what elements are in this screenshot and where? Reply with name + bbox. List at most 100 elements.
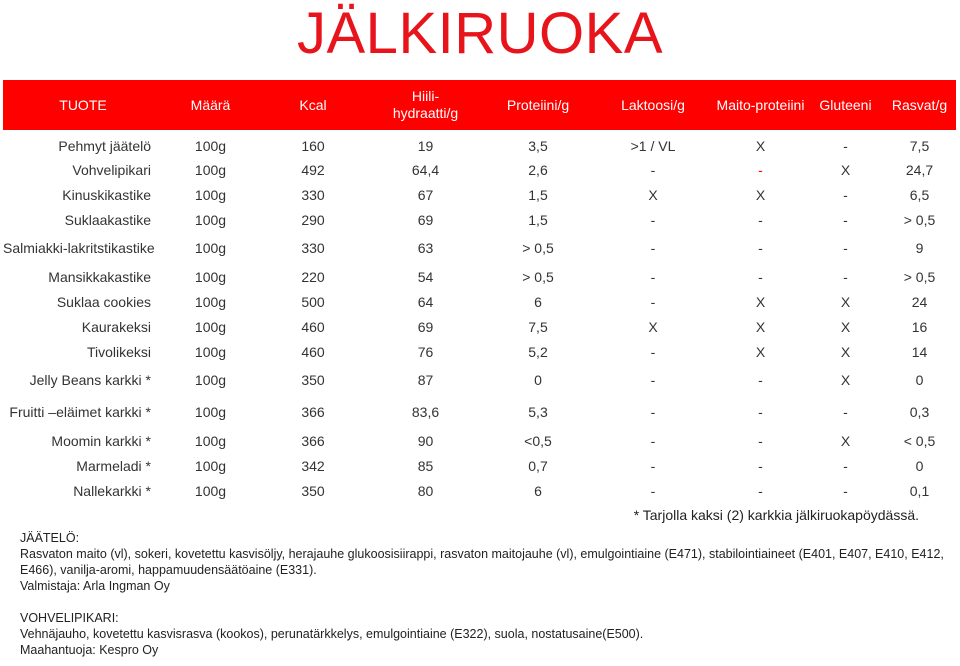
table-cell: - (758, 211, 763, 228)
column-header: Maito-proteiini (713, 80, 808, 134)
table-cell: 6,5 (909, 186, 930, 203)
table-cell: X (840, 293, 851, 310)
column-header-label: Maito-proteiini (716, 96, 805, 113)
table-cell: 100g (194, 186, 227, 203)
table-cell: - (650, 268, 656, 285)
table-cell: - (843, 404, 848, 420)
table-cell: 100g (194, 211, 227, 228)
product-name: Vohvelipikari (72, 161, 151, 178)
column-header-label: Rasvat/g (891, 96, 948, 113)
table-cell: 100g (194, 268, 227, 285)
table-row: Moomin karkki * 100g 366 90 <0,5 - - X < 0,5 (3, 428, 956, 453)
table-cell: - (650, 432, 656, 449)
column-header: Gluteeni (808, 80, 883, 134)
table-cell: 83,6 (411, 404, 440, 420)
table-cell: X (755, 318, 766, 335)
table-cell: - (843, 482, 848, 499)
table-row: Salmiakki-lakritstikastike 100g 330 63 > 0,5… (3, 232, 956, 264)
table-cell: 1,5 (528, 186, 548, 203)
table-cell: 6 (534, 482, 542, 499)
table-row: Tivolikeksi 100g 460 76 5,2 - X X 14 (3, 339, 956, 364)
table-cell: - (650, 482, 656, 499)
table-cell: <0,5 (524, 432, 552, 449)
product-name: Jelly Beans karkki * (29, 372, 151, 388)
product-name: Fruitti –eläimet karkki * (9, 404, 151, 420)
table-cell: - (843, 186, 848, 203)
product-name: Kinuskikastike (62, 186, 151, 203)
table-cell: 69 (417, 318, 434, 335)
table-cell: 6 (534, 293, 542, 310)
table-cell: 100g (194, 432, 227, 449)
table-cell: 100g (194, 343, 227, 360)
table-cell: 500 (301, 293, 325, 310)
table-cell: 460 (301, 318, 325, 335)
table-body: Pehmyt jäätelö 100g 160 19 3,5 >1 / VL X -7,5 Vo… (3, 132, 956, 503)
table-cell: - (650, 293, 656, 310)
product-name: Mansikkakastike (48, 268, 151, 285)
column-header: Kcal (258, 80, 368, 134)
table-cell: 24,7 (905, 161, 934, 178)
table-cell: >1 / VL (630, 137, 676, 154)
table-cell: 350 (301, 372, 325, 388)
table-cell: 64,4 (411, 161, 440, 178)
table-cell: 19 (417, 137, 434, 154)
table-cell: 350 (301, 482, 325, 499)
product-name: Pehmyt jäätelö (58, 137, 151, 154)
table-cell: X (755, 293, 766, 310)
column-header: Hiili-hydraatti/g (368, 80, 483, 134)
table-cell: X (840, 161, 851, 178)
table-cell: 100g (194, 318, 227, 335)
product-name: Tivolikeksi (86, 343, 151, 360)
table-cell: - (650, 404, 656, 420)
table-cell: X (648, 318, 658, 335)
table-cell: 460 (301, 343, 325, 360)
table-cell: 76 (417, 343, 434, 360)
table-cell: - (650, 372, 656, 388)
ingredient-notes: JÄÄTELÖ: Rasvaton maito (vl), sokeri, ko… (20, 530, 945, 658)
table-cell: 330 (301, 240, 325, 256)
table-cell: - (758, 240, 763, 256)
table-cell: X (755, 186, 766, 203)
table-cell: - (650, 457, 656, 474)
table-cell: 24 (911, 293, 928, 310)
table-cell: - (843, 240, 848, 256)
waffle-cone-heading: VOHVELIPIKARI: (20, 611, 119, 625)
table-row: Fruitti –eläimet karkki * 100g 366 83,6 5,3 -… (3, 396, 956, 428)
table-cell: - (650, 161, 656, 178)
table-cell: 85 (417, 457, 434, 474)
table-cell: 69 (417, 211, 434, 228)
ice-cream-ingredients: Rasvaton maito (vl), sokeri, kovetettu k… (20, 547, 944, 577)
table-row: Nallekarkki * 100g 350 80 6 - - - 0,1 (3, 478, 956, 503)
product-name: Nallekarkki * (73, 482, 151, 499)
table-cell: - (758, 268, 763, 285)
table-cell: - (758, 161, 763, 178)
table-cell: 1,5 (528, 211, 548, 228)
table-row: Suklaakastike 100g 290 69 1,5 - - - > 0,5 (3, 207, 956, 232)
table-cell: 330 (301, 186, 325, 203)
table-cell: > 0,5 (522, 240, 554, 256)
table-cell: 0 (915, 457, 924, 474)
column-header-label: Hiili- (411, 88, 440, 104)
table-cell: 100g (194, 372, 227, 388)
table-cell: 342 (301, 457, 325, 474)
column-header-label: Laktoosi/g (621, 96, 685, 113)
column-header-label: TUOTE (59, 96, 107, 113)
table-cell: > 0,5 (903, 211, 936, 228)
table-cell: - (843, 268, 848, 285)
table-cell: 290 (301, 211, 325, 228)
table-row: Jelly Beans karkki * 100g 350 87 0 - - X 0 (3, 364, 956, 396)
table-cell: 100g (194, 293, 227, 310)
table-row: Kinuskikastike 100g 330 67 1,5 X X - 6,5 (3, 182, 956, 207)
table-cell: < 0,5 (903, 432, 936, 449)
table-cell: 80 (417, 482, 434, 499)
table-cell: 7,5 (528, 318, 548, 335)
column-header-label: Kcal (299, 96, 327, 113)
ice-cream-maker: Valmistaja: Arla Ingman Oy (20, 579, 170, 593)
table-cell: 100g (194, 404, 227, 420)
column-header-label: hydraatti/g (392, 105, 459, 121)
table-cell: > 0,5 (522, 268, 554, 285)
table-cell: - (758, 372, 763, 388)
table-cell: - (758, 457, 763, 474)
table-cell: 64 (417, 293, 434, 310)
table-cell: 100g (194, 240, 227, 256)
